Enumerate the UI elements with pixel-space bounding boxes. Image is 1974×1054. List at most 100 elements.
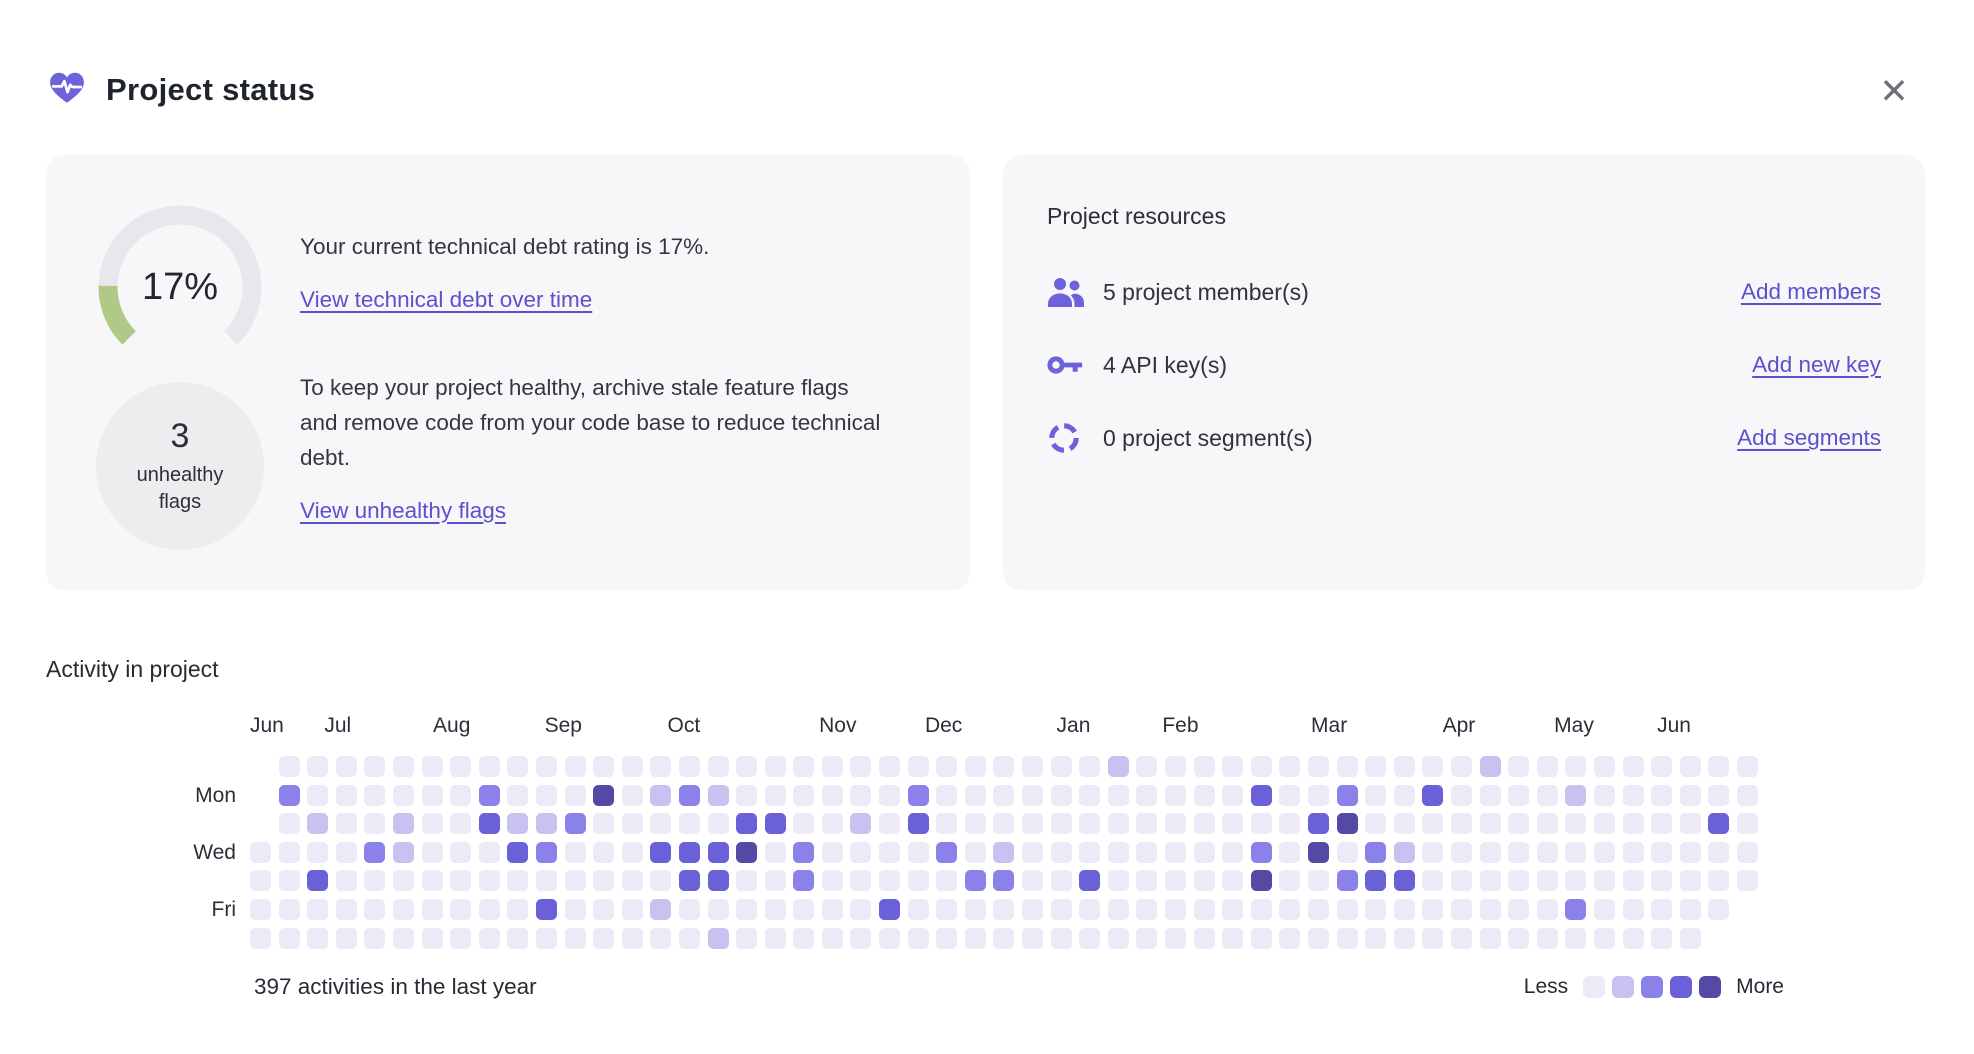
activity-cell — [478, 870, 500, 892]
activity-cell — [392, 870, 414, 892]
activity-cell — [392, 813, 414, 835]
members-count-text: 5 project member(s) — [1103, 278, 1309, 305]
activity-cell — [936, 813, 958, 835]
legend-swatch — [1641, 976, 1664, 998]
view-technical-debt-link[interactable]: View technical debt over time — [300, 286, 593, 312]
unhealthy-flags-count: 3 — [170, 416, 190, 455]
activity-cell — [1107, 756, 1129, 777]
activity-cell — [1022, 813, 1044, 835]
activity-cell — [1393, 813, 1415, 835]
activity-cell — [1136, 813, 1158, 835]
activity-cell — [1565, 870, 1587, 892]
activity-cell — [736, 841, 758, 863]
activity-cell — [707, 756, 729, 777]
activity-cell — [1479, 927, 1501, 949]
activity-heatmap: Jun Jul Aug Sep Oct Nov Dec Jan Feb Mar Apr May Jun … — [46, 700, 1806, 1040]
activity-cell — [507, 756, 529, 777]
activity-cell — [764, 927, 786, 949]
segments-count-text: 0 project segment(s) — [1103, 424, 1313, 451]
activity-cell — [1107, 870, 1129, 892]
page-title: Project status — [106, 72, 316, 107]
activity-cell — [1165, 927, 1186, 949]
activity-cell — [1679, 813, 1701, 835]
activity-cell — [879, 813, 901, 835]
activity-cell — [1022, 870, 1044, 892]
activity-cell — [964, 784, 986, 806]
debt-text-block: Your current technical debt rating is 17… — [300, 230, 892, 524]
activity-cell — [1536, 784, 1558, 806]
activity-cell — [1479, 841, 1501, 863]
activity-cell — [335, 870, 357, 892]
activity-cell — [1536, 870, 1558, 892]
activity-cell — [621, 870, 643, 892]
activity-cell — [707, 927, 729, 949]
activity-cell — [1679, 841, 1701, 863]
activity-cell — [1651, 784, 1673, 806]
activity-cell — [450, 756, 472, 777]
activity-cell — [1279, 927, 1301, 949]
activity-cell — [1593, 756, 1615, 777]
resources-title: Project resources — [1047, 203, 1226, 229]
activity-cell — [364, 870, 386, 892]
activity-cell — [593, 841, 615, 863]
activity-title: Activity in project — [46, 656, 219, 682]
activity-cell — [1136, 841, 1158, 863]
activity-cell — [392, 841, 414, 863]
activity-cell — [1393, 756, 1415, 777]
view-unhealthy-flags-link[interactable]: View unhealthy flags — [300, 497, 506, 523]
activity-cell — [1622, 841, 1644, 863]
activity-cell — [1336, 870, 1358, 892]
activity-cell — [764, 841, 786, 863]
activity-cell — [736, 784, 758, 806]
activity-cell — [850, 784, 872, 806]
close-icon[interactable]: ✕ — [1870, 68, 1918, 116]
add-new-key-link[interactable]: Add new key — [1752, 352, 1881, 377]
activity-cell — [678, 756, 700, 777]
activity-cell — [1708, 784, 1730, 806]
activity-cell — [1450, 870, 1472, 892]
activity-cell — [1307, 784, 1329, 806]
activity-cell — [507, 898, 529, 920]
activity-cell — [250, 927, 271, 949]
activity-cell — [1193, 813, 1215, 835]
add-segments-link[interactable]: Add segments — [1737, 425, 1881, 450]
activity-cell — [736, 813, 758, 835]
activity-cell — [1079, 927, 1101, 949]
activity-cell — [1679, 870, 1701, 892]
activity-cell — [593, 784, 615, 806]
activity-cell — [1307, 756, 1329, 777]
heart-pulse-icon — [48, 70, 86, 106]
activity-cell — [478, 784, 500, 806]
month-label: Nov — [819, 714, 857, 737]
activity-cell — [850, 870, 872, 892]
activity-cell — [307, 841, 329, 863]
activity-cell — [1136, 927, 1158, 949]
activity-cell — [678, 841, 700, 863]
activity-cell — [1222, 927, 1244, 949]
activity-cell — [678, 898, 700, 920]
activity-cell — [1736, 756, 1758, 777]
segments-icon — [1047, 421, 1089, 455]
activity-cell — [1279, 870, 1301, 892]
add-members-link[interactable]: Add members — [1740, 279, 1881, 304]
activity-cell — [421, 784, 443, 806]
activity-cell — [650, 756, 672, 777]
activity-cell — [764, 784, 786, 806]
activity-cell — [364, 841, 386, 863]
activity-cell — [1165, 784, 1186, 806]
activity-cell — [1679, 898, 1701, 920]
activity-cell — [993, 813, 1015, 835]
activity-cell — [507, 813, 529, 835]
activity-cell — [1450, 784, 1472, 806]
month-label: Jul — [324, 714, 352, 737]
activity-cell — [1279, 784, 1301, 806]
activity-cell — [278, 898, 300, 920]
activity-cell — [564, 927, 586, 949]
activity-cell — [1679, 784, 1701, 806]
activity-cell — [1450, 813, 1472, 835]
activity-cell — [450, 870, 472, 892]
activity-cell — [793, 841, 815, 863]
activity-cell — [1336, 756, 1358, 777]
activity-cell — [1022, 841, 1044, 863]
legend-swatches — [1583, 976, 1722, 998]
